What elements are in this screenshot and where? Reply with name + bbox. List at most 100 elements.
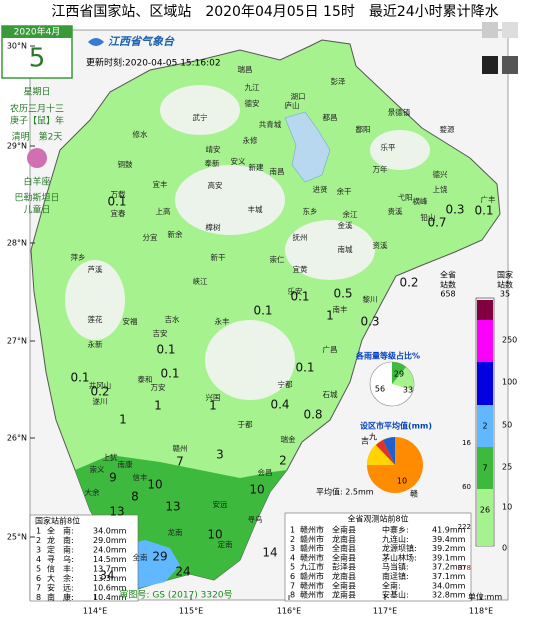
place-name: 贵溪	[388, 206, 403, 216]
place-name: 湖口	[291, 92, 306, 101]
legend-national-total: 35	[500, 290, 510, 299]
legend-province-count: 222	[458, 523, 471, 531]
city-pie-title: 设区市平均值(mm)	[360, 421, 432, 431]
province-table-cell: 34.0mm	[432, 581, 466, 590]
place-name: 修水	[133, 129, 148, 139]
province-table-cell: 龙南县	[332, 590, 356, 600]
province-table-cell: 赣州市	[300, 571, 324, 581]
rain-value: 0.1	[160, 367, 179, 381]
rain-value: 0.4	[270, 398, 289, 412]
legend-province-header: 站数	[440, 280, 456, 290]
legend-level: 10	[502, 503, 512, 512]
province-table-cell: 2	[290, 535, 295, 544]
place-name: 余干	[337, 186, 352, 196]
logo: 江西省气象台	[108, 35, 175, 48]
place-name: 新干	[211, 252, 226, 262]
place-name: 赣州	[173, 443, 188, 453]
national-table-cell: 定 南:	[47, 545, 74, 555]
calendar-day: 5	[29, 44, 46, 74]
place-name: 东乡	[303, 206, 318, 216]
place-name: 万年	[373, 164, 388, 174]
province-table-cell: 全南县	[332, 552, 356, 562]
rain-value: 1	[326, 309, 334, 323]
national-table-cell: 8	[36, 593, 41, 602]
national-table-cell: 南 康:	[47, 592, 74, 602]
legend-national-count: 7	[482, 464, 487, 473]
calendar-zodiac: 白羊座	[23, 176, 50, 188]
place-name: 丰城	[248, 204, 263, 214]
province-table-cell: 彭泽县	[332, 562, 356, 572]
national-table-cell: 6	[36, 574, 41, 583]
place-name: 万安	[151, 382, 166, 392]
calendar-solar-term: 清明 第2天	[12, 131, 63, 143]
rain-value: 3	[216, 448, 224, 462]
city-pie-label: 赣	[410, 489, 418, 499]
legend-province-count: 16	[462, 439, 471, 447]
province-table-cell: 3	[290, 544, 295, 553]
rain-value: 0.3	[360, 315, 379, 329]
legend-level: 50	[502, 421, 512, 430]
rain-value: 2	[279, 454, 287, 468]
place-name: 铅山	[421, 212, 436, 222]
place-name: 永丰	[215, 316, 230, 326]
rain-value: 0.2	[399, 276, 418, 290]
grade-pie-label: 29	[394, 370, 404, 379]
place-name: 崇仁	[270, 254, 285, 264]
rain-value: 13	[109, 505, 124, 519]
national-table-cell: 寻 乌:	[47, 554, 74, 564]
place-name: 乐安	[288, 286, 303, 296]
place-name: 上饶	[433, 184, 448, 194]
place-name: 会昌	[258, 467, 273, 477]
city-pie-label: 吉	[361, 437, 369, 446]
corner-icons	[482, 22, 518, 74]
province-table-cell: 赣州市	[300, 534, 324, 544]
place-name: 新建	[249, 162, 264, 172]
rain-value: 0.1	[156, 343, 175, 357]
legend-province-count: 60	[462, 483, 471, 491]
province-table-cell: 全南县	[332, 543, 356, 553]
national-table-cell: 3	[36, 546, 41, 555]
province-table-cell: 37.2mm	[432, 563, 466, 572]
province-table-cell: 龙南县	[332, 534, 356, 544]
rain-value: 14	[262, 546, 277, 560]
icon	[502, 56, 518, 74]
lat-label: 27°N	[7, 337, 27, 346]
icon	[502, 22, 518, 38]
legend-swatch	[477, 489, 493, 546]
national-table-cell: 4	[36, 555, 41, 564]
lon-label: 114°E	[83, 607, 107, 616]
place-name: 兴国	[206, 393, 221, 402]
city-average: 平均值: 2.5mm	[316, 487, 374, 497]
legend-swatch	[477, 405, 493, 447]
place-name: 资溪	[373, 240, 388, 250]
rain-value: 0.8	[303, 408, 322, 422]
province-table-cell: 37.1mm	[432, 572, 466, 581]
place-name: 莲花	[88, 314, 103, 324]
province-table-cell: 7	[290, 581, 295, 590]
pie-slice	[376, 440, 395, 465]
pie-slice	[383, 437, 395, 465]
lon-label: 115°E	[179, 607, 203, 616]
place-name: 南昌	[270, 166, 285, 176]
place-name: 吉水	[165, 314, 180, 324]
rain-value: 1	[154, 399, 162, 413]
lat-label: 30°N	[7, 42, 27, 51]
legend-province-header: 全省	[440, 270, 456, 280]
place-name: 宁都	[278, 379, 293, 389]
rain-value: 0.2	[90, 385, 109, 399]
legend-unit: 单位:mm	[468, 592, 502, 602]
calendar-festival: 巴勒斯坦日	[14, 192, 59, 204]
place-name: 安远	[213, 499, 228, 509]
place-name: 抚州	[293, 232, 308, 242]
place-name: 吉安	[153, 328, 168, 338]
place-name: 崇义	[90, 465, 105, 474]
province-table-cell: 32.8mm	[432, 591, 466, 600]
lat-label: 25°N	[7, 533, 27, 542]
calendar-lunar: 农历三月十三	[10, 103, 64, 115]
province-table-cell: 全南县	[332, 525, 356, 535]
province-table-cell: 4	[290, 553, 295, 562]
dry-areas	[65, 85, 430, 400]
province-table-cell: 赣州市	[300, 590, 324, 600]
rain-value: 34	[99, 569, 114, 583]
place-name: 奉新	[205, 158, 220, 168]
